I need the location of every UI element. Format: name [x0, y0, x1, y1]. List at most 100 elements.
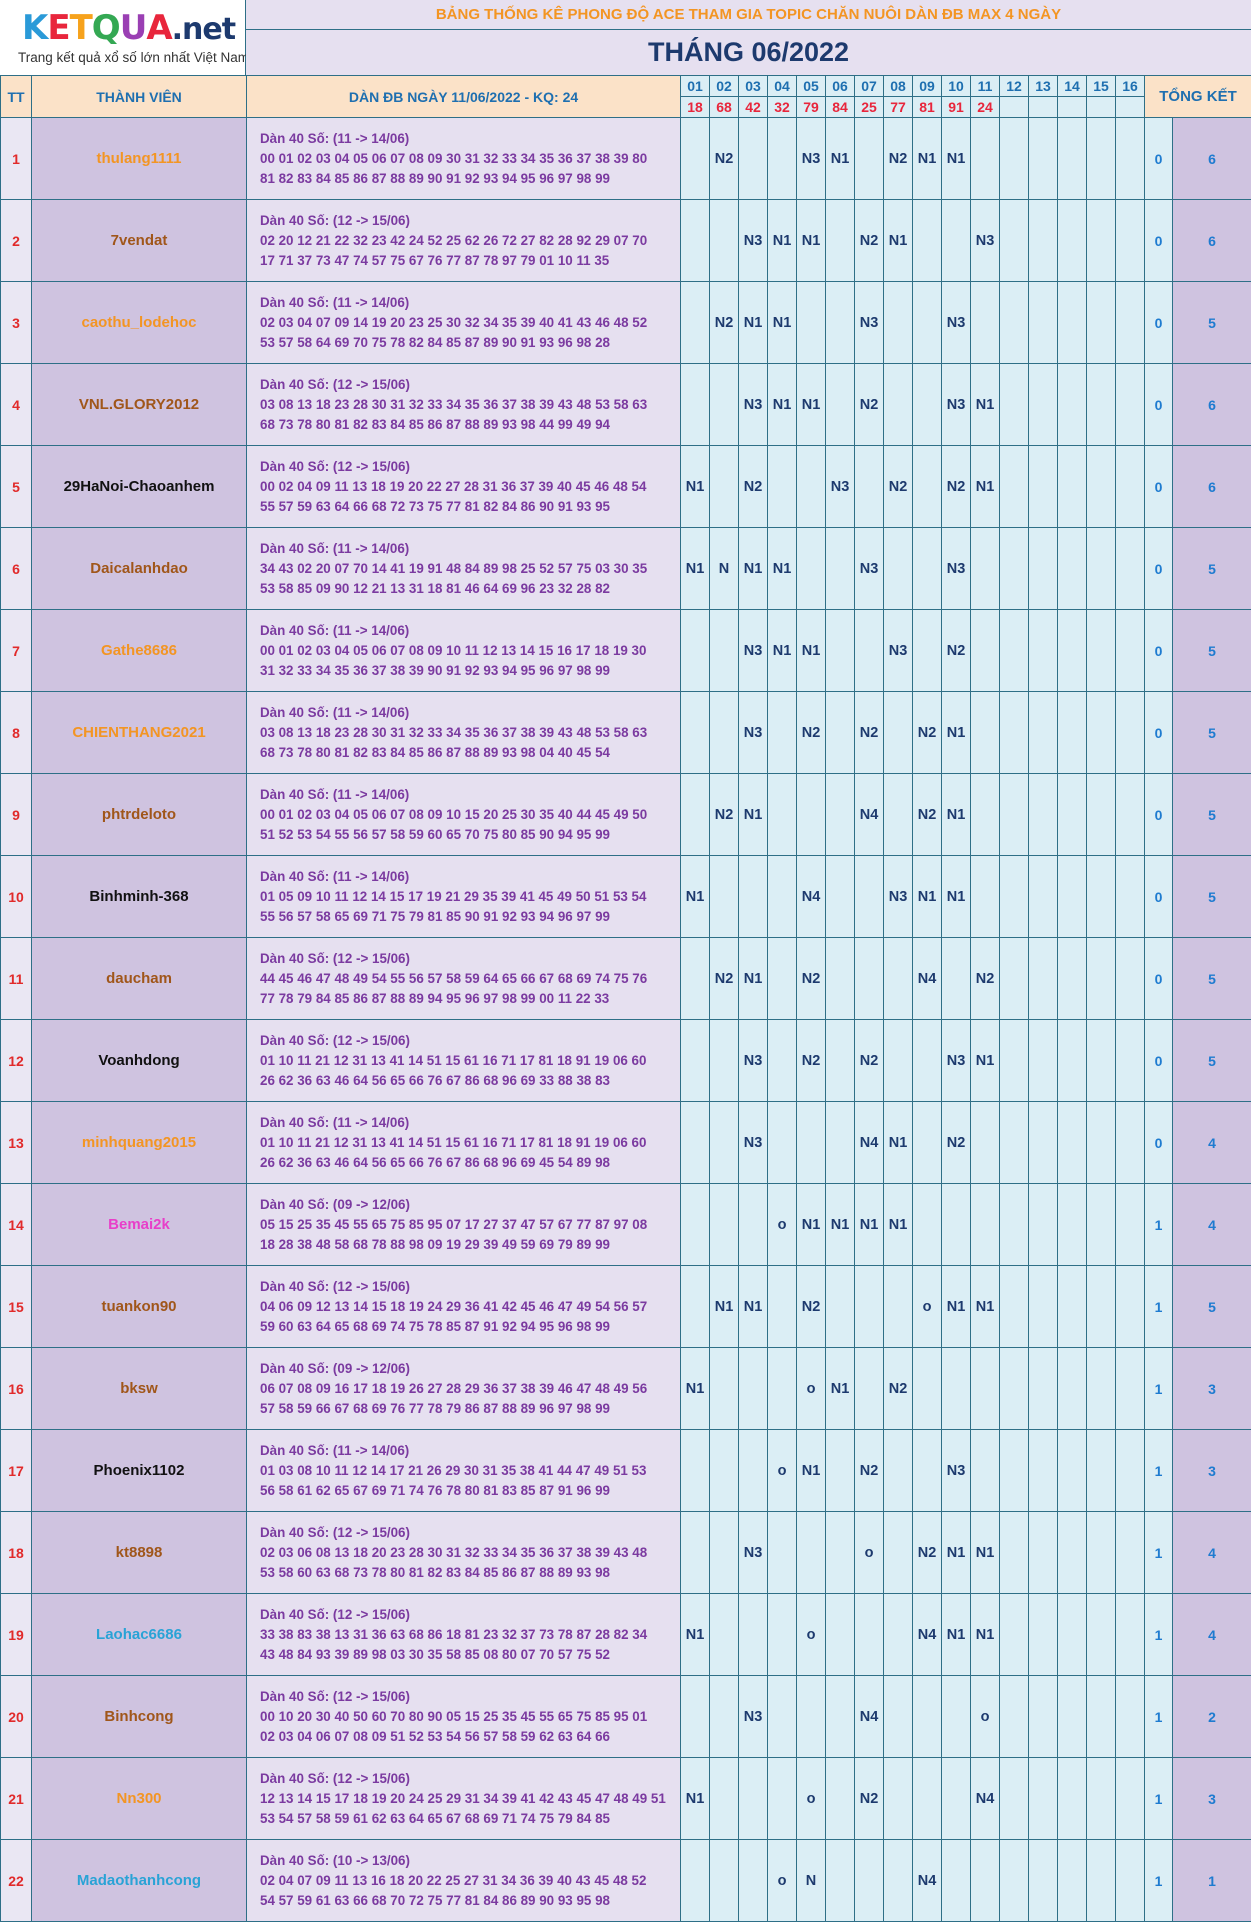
day-mark: N1: [825, 1183, 855, 1266]
day-mark: [970, 1101, 1000, 1184]
day-mark: [1086, 691, 1116, 774]
day-mark: [1057, 1183, 1087, 1266]
member-name[interactable]: daucham: [31, 937, 247, 1020]
summary-hits: 0: [1144, 199, 1173, 282]
day-mark: [709, 1593, 739, 1676]
member-name[interactable]: 7vendat: [31, 199, 247, 282]
day-mark: N1: [941, 1593, 971, 1676]
sheet-title: BẢNG THỐNG KÊ PHONG ĐỘ ACE THAM GIA TOPI…: [246, 0, 1251, 30]
member-name[interactable]: VNL.GLORY2012: [31, 363, 247, 446]
day-mark: [883, 527, 913, 610]
ketqua-logo[interactable]: KETQUA.net Trang kết quả xổ số lớn nhất …: [0, 0, 249, 75]
dan-numbers: 33 38 83 38 13 31 36 63 68 86 18 81 23 3…: [260, 1626, 648, 1642]
member-name[interactable]: Phoenix1102: [31, 1429, 247, 1512]
member-name[interactable]: Gathe8686: [31, 609, 247, 692]
day-mark: [825, 1019, 855, 1102]
day-mark: [1086, 937, 1116, 1020]
dan-cell: Dàn 40 Số: (12 -> 15/06) 33 38 83 38 13 3…: [246, 1593, 681, 1676]
member-name[interactable]: Laohac6686: [31, 1593, 247, 1676]
member-name[interactable]: CHIENTHANG2021: [31, 691, 247, 774]
day-mark: N1: [941, 1265, 971, 1348]
day-mark: [1028, 1019, 1058, 1102]
member-name[interactable]: 29HaNoi-Chaoanhem: [31, 445, 247, 528]
dan-cell: Dàn 40 Số: (12 -> 15/06) 03 08 13 18 23 2…: [246, 363, 681, 446]
member-name[interactable]: Binhcong: [31, 1675, 247, 1758]
day-result: [1028, 96, 1058, 118]
day-mark: [854, 609, 884, 692]
day-mark: [1028, 855, 1058, 938]
day-mark: o: [912, 1265, 942, 1348]
day-mark: [1086, 1101, 1116, 1184]
day-mark: N3: [941, 363, 971, 446]
day-mark: [680, 117, 710, 200]
day-result: 77: [883, 96, 913, 118]
table-row: 13 minhquang2015 Dàn 40 Số: (11 -> 14/06) 0…: [0, 1101, 1251, 1184]
member-name[interactable]: thulang1111: [31, 117, 247, 200]
day-mark: [883, 363, 913, 446]
member-name[interactable]: bksw: [31, 1347, 247, 1430]
day-mark: [796, 1101, 826, 1184]
summary-hits: 0: [1144, 281, 1173, 364]
summary-hits: 0: [1144, 445, 1173, 528]
day-mark: [941, 1347, 971, 1430]
day-mark: N3: [854, 527, 884, 610]
day-mark: [767, 1757, 797, 1840]
day-mark: [709, 1019, 739, 1102]
dan-range: Dàn 40 Số: (09 -> 12/06): [260, 1196, 410, 1212]
day-mark: [912, 1019, 942, 1102]
member-name[interactable]: Madaothanhcong: [31, 1839, 247, 1922]
dan-cell: Dàn 40 Số: (12 -> 15/06) 44 45 46 47 48 4…: [246, 937, 681, 1020]
day-header: 16: [1115, 75, 1145, 97]
day-header: 11: [970, 75, 1000, 97]
summary-hits: 0: [1144, 773, 1173, 856]
day-mark: [767, 1675, 797, 1758]
member-name[interactable]: kt8898: [31, 1511, 247, 1594]
row-index: 14: [0, 1183, 32, 1266]
day-mark: [1057, 855, 1087, 938]
day-mark: [970, 281, 1000, 364]
day-mark: [709, 1183, 739, 1266]
member-name[interactable]: minhquang2015: [31, 1101, 247, 1184]
table-row: 12 Voanhdong Dàn 40 Số: (12 -> 15/06) 01 10…: [0, 1019, 1251, 1102]
day-mark: [1057, 1839, 1087, 1922]
day-mark: [912, 527, 942, 610]
dan-numbers: 12 13 14 15 17 18 19 20 24 25 29 31 34 3…: [260, 1790, 666, 1806]
day-mark: [1115, 445, 1145, 528]
member-name[interactable]: Binhminh-368: [31, 855, 247, 938]
day-mark: [709, 1675, 739, 1758]
day-mark: [999, 199, 1029, 282]
summary-total: 3: [1172, 1757, 1251, 1840]
day-mark: [941, 1839, 971, 1922]
day-mark: [680, 691, 710, 774]
day-mark: N2: [941, 609, 971, 692]
member-name[interactable]: tuankon90: [31, 1265, 247, 1348]
day-mark: [709, 1757, 739, 1840]
member-name[interactable]: caothu_lodehoc: [31, 281, 247, 364]
dan-numbers: 68 73 78 80 81 82 83 84 85 86 87 88 89 9…: [260, 416, 610, 432]
member-name[interactable]: phtrdeloto: [31, 773, 247, 856]
summary-total: 4: [1172, 1183, 1251, 1266]
summary-hits: 1: [1144, 1265, 1173, 1348]
day-mark: [883, 691, 913, 774]
day-mark: [738, 117, 768, 200]
dan-numbers: 00 01 02 03 04 05 06 07 08 09 30 31 32 3…: [260, 150, 648, 166]
member-name[interactable]: Nn300: [31, 1757, 247, 1840]
table-row: 21 Nn300 Dàn 40 Số: (12 -> 15/06) 12 13 14 …: [0, 1757, 1251, 1840]
day-result: 91: [941, 96, 971, 118]
member-name[interactable]: Bemai2k: [31, 1183, 247, 1266]
day-mark: [825, 1675, 855, 1758]
day-mark: [1057, 1347, 1087, 1430]
day-mark: [854, 1347, 884, 1430]
day-mark: [825, 1101, 855, 1184]
dan-numbers: 00 02 04 09 11 13 18 19 20 22 27 28 31 3…: [260, 478, 647, 494]
day-mark: [1057, 1429, 1087, 1512]
summary-total: 5: [1172, 937, 1251, 1020]
member-name[interactable]: Voanhdong: [31, 1019, 247, 1102]
day-mark: [1028, 1511, 1058, 1594]
day-mark: N3: [738, 1675, 768, 1758]
member-name[interactable]: Daicalanhdao: [31, 527, 247, 610]
day-mark: [941, 199, 971, 282]
day-mark: [883, 1019, 913, 1102]
dan-numbers: 01 05 09 10 11 12 14 15 17 19 21 29 35 3…: [260, 888, 647, 904]
day-mark: N3: [796, 117, 826, 200]
